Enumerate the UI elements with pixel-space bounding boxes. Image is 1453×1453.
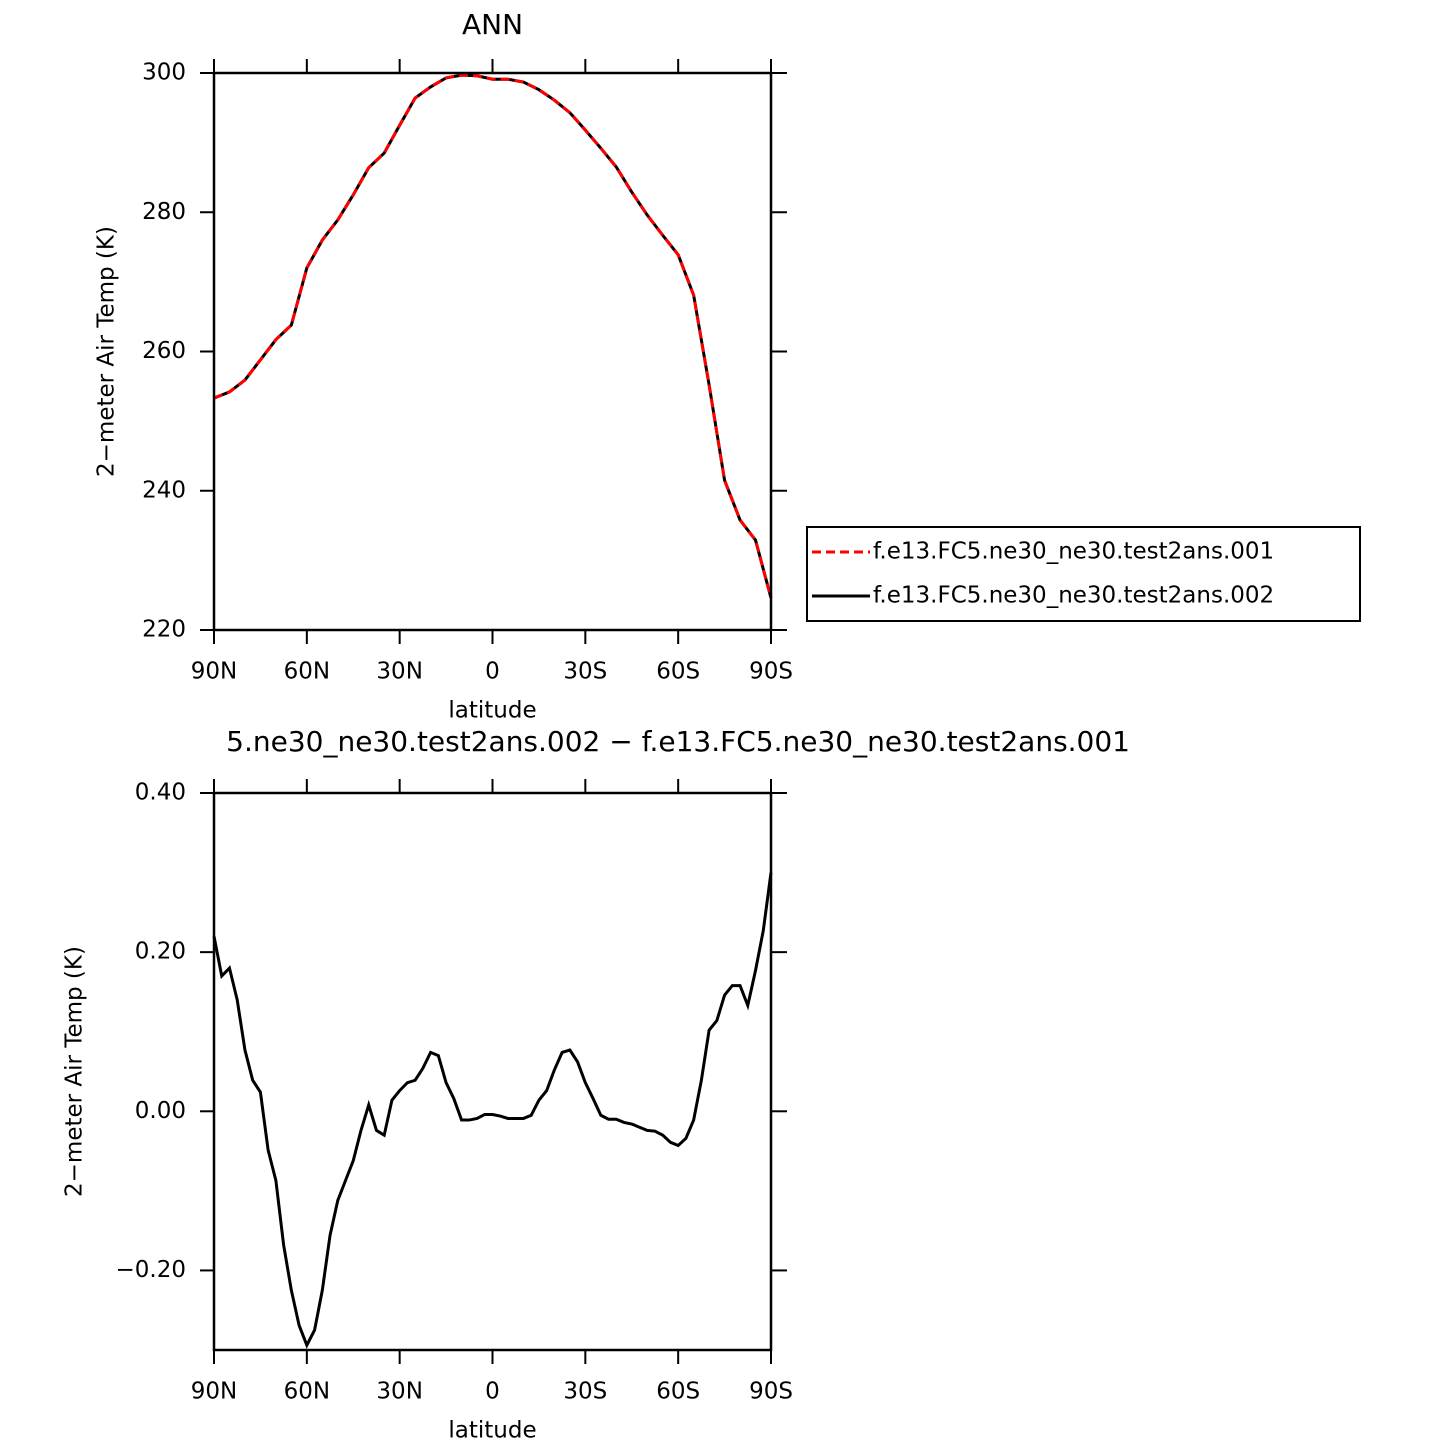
x-tick-label: 60S: [656, 659, 700, 685]
x-tick-label: 90N: [191, 659, 237, 685]
y-tick-label: 220: [142, 617, 186, 643]
x-tick-label: 30S: [563, 659, 607, 685]
x-tick-label: 0: [485, 659, 500, 685]
chart-title: ANN: [462, 8, 523, 41]
x-tick-label: 60S: [656, 1379, 700, 1405]
plot-frame: [212, 791, 773, 1352]
plot-frame: [212, 71, 773, 632]
x-tick-label: 60N: [284, 1379, 330, 1405]
x-tick-label: 90S: [749, 1379, 793, 1405]
chart-title: 5.ne30_ne30.test2ans.002 − f.e13.FC5.ne3…: [226, 725, 1130, 758]
x-tick-label: 60N: [284, 659, 330, 685]
legend-label: f.e13.FC5.ne30_ne30.test2ans.001: [873, 539, 1274, 565]
y-tick-label: 280: [142, 199, 186, 225]
y-tick-label: 300: [142, 60, 186, 86]
y-tick-label: 0.40: [135, 780, 186, 806]
y-tick-label: 0.00: [135, 1098, 186, 1124]
x-tick-label: 30S: [563, 1379, 607, 1405]
y-tick-label: 0.20: [135, 939, 186, 965]
y-tick-label: 260: [142, 338, 186, 364]
data-line: [212, 872, 773, 1349]
y-tick-label: −0.20: [116, 1257, 186, 1283]
x-tick-label: 90N: [191, 1379, 237, 1405]
x-tick-label: 30N: [376, 659, 422, 685]
legend-box: [806, 526, 1361, 622]
x-tick-label: 0: [485, 1379, 500, 1405]
legend-label: f.e13.FC5.ne30_ne30.test2ans.002: [873, 583, 1274, 609]
y-axis-label: 2−meter Air Temp (K): [94, 226, 120, 477]
y-axis-label: 2−meter Air Temp (K): [62, 946, 88, 1197]
data-line: [213, 73, 773, 599]
y-tick-label: 240: [142, 477, 186, 503]
x-tick-label: 30N: [376, 1379, 422, 1405]
x-axis-label: latitude: [448, 698, 536, 724]
x-axis-label: latitude: [448, 1418, 536, 1444]
data-line: [213, 73, 773, 599]
x-tick-label: 90S: [749, 659, 793, 685]
